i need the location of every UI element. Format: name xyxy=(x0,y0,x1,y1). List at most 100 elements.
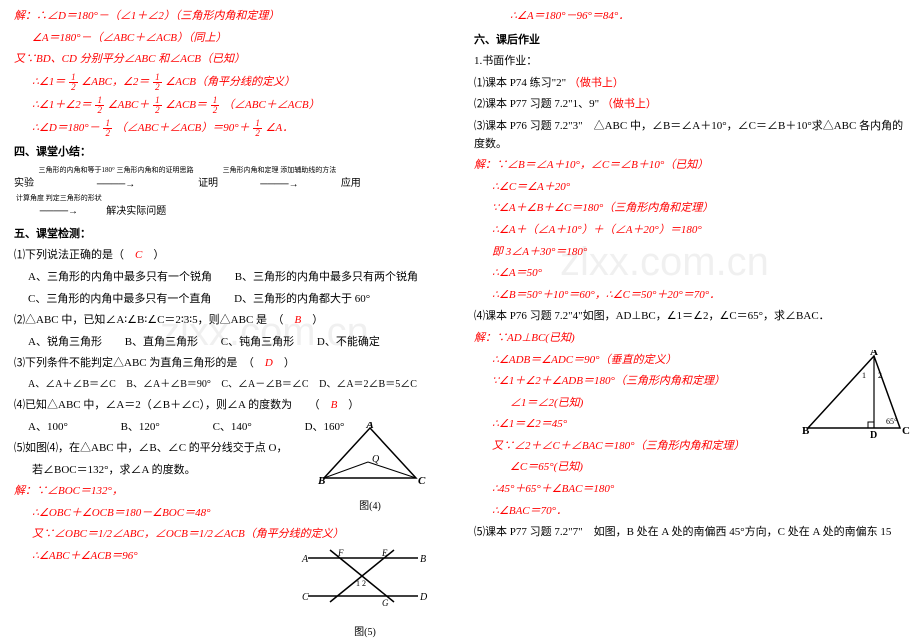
fraction-half: 12 xyxy=(153,96,162,115)
figure-4-label: 图(4) xyxy=(310,499,430,515)
text: ∠ABC，∠2＝ xyxy=(81,76,149,88)
opt: A、三角形的内角中最多只有一个锐角 xyxy=(28,269,212,287)
figure-hw4: A B C D 1 2 65° xyxy=(800,350,910,447)
svg-text:B: B xyxy=(317,475,325,487)
s4: 解：∵AD⊥BC(已知) xyxy=(474,330,906,348)
q3: ⑶下列条件不能判定△ABC 为直角三角形的是 （ D ） xyxy=(14,355,446,373)
hw1-2: ⑵课本 P77 习题 7.2"1、9" （做书上） xyxy=(474,96,906,114)
opt: C、三角形的内角中最多只有一个直角 xyxy=(28,291,211,309)
text: ∴∠1＋∠2＝ xyxy=(32,99,92,111)
q1-options: A、三角形的内角中最多只有一个锐角 B、三角形的内角中最多只有两个锐角 xyxy=(14,269,446,287)
opt: A、∠A＋∠B＝∠C xyxy=(28,377,116,393)
opt: A、100° xyxy=(28,419,68,437)
text: （∠ABC＋∠ACB）＝90°＋ xyxy=(116,122,250,134)
opt: B、∠A＋∠B＝90° xyxy=(126,377,211,393)
s3: ∵∠A＋∠B＋∠C＝180°（三角形内角和定理） xyxy=(474,200,906,218)
text: ∴∠1＝ xyxy=(32,76,65,88)
opt: C、钝角三角形 xyxy=(221,334,294,352)
opt: C、∠A－∠B＝∠C xyxy=(221,377,308,393)
flow-node: 应用 xyxy=(341,179,361,190)
text: ∴∠D＝180°－ xyxy=(32,122,100,134)
svg-text:D: D xyxy=(870,430,877,440)
opt: B、直角三角形 xyxy=(125,334,198,352)
svg-text:F: F xyxy=(337,548,344,558)
flow-arrow: 三角形内角和定理 添加辅助线的方法────→ xyxy=(221,165,339,192)
svg-text:1: 1 xyxy=(862,371,866,380)
text: ⑴课本 P74 练习"2" xyxy=(474,77,566,89)
svg-text:D: D xyxy=(419,592,428,603)
flow-node: 实验 xyxy=(14,179,34,190)
right-column: ∴∠A＝180°－96°＝84°． 六、课后作业 1.书面作业： ⑴课本 P74… xyxy=(460,0,920,637)
svg-text:A: A xyxy=(365,422,373,431)
flow-diagram: 实验 三角形的内角和等于180° 三角形内角和的证明思路────→ 证明 三角形… xyxy=(14,165,446,219)
fraction-half: 12 xyxy=(69,73,78,92)
flow-arrow: 三角形的内角和等于180° 三角形内角和的证明思路────→ xyxy=(37,165,196,192)
solution-line: ∴∠1＝ 12 ∠ABC，∠2＝ 12 ∠ACB（角平分线的定义） xyxy=(14,73,446,92)
svg-text:C: C xyxy=(902,425,910,437)
hw1-1: ⑴课本 P74 练习"2" （做书上） xyxy=(474,75,906,93)
fraction-half: 12 xyxy=(95,96,104,115)
svg-text:1 2: 1 2 xyxy=(356,579,366,588)
text: ∠ACB（角平分线的定义） xyxy=(165,76,295,88)
s3: ∴∠B＝50°＋10°＝60°，∴∠C＝50°＋20°＝70°． xyxy=(474,287,906,305)
figure-4: A B C Q 图(4) xyxy=(310,422,430,515)
hw1-5: ⑸课本 P77 习题 7.2"7" 如图，B 处在 A 处的南偏西 45°方向，… xyxy=(474,524,906,542)
text: （做书上） xyxy=(569,77,624,89)
hw1: 1.书面作业： xyxy=(474,53,906,71)
s3: ∴∠A＋（∠A＋10°）＋（∠A＋20°）＝180° xyxy=(474,222,906,240)
q1-options: C、三角形的内角中最多只有一个直角 D、三角形的内角都大于 60° xyxy=(14,291,446,309)
svg-text:B: B xyxy=(802,425,810,437)
r0: ∴∠A＝180°－96°＝84°． xyxy=(474,8,906,26)
s4: ∠C＝65°(已知) xyxy=(474,459,906,477)
s3: ∴∠A＝50° xyxy=(474,265,906,283)
svg-text:G: G xyxy=(382,598,389,608)
s4: ∴∠BAC＝70°． xyxy=(474,503,906,521)
s3: ∴∠C＝∠A＋20° xyxy=(474,179,906,197)
opt: D、不能确定 xyxy=(317,334,380,352)
flow-node: 解决实际问题 xyxy=(106,206,166,217)
text: ∠ACB＝ xyxy=(165,99,207,111)
svg-text:A: A xyxy=(301,554,309,565)
section-5-title: 五、课堂检测： xyxy=(14,226,446,244)
fraction-half: 12 xyxy=(153,73,162,92)
triangle-aqbc-svg: A B C Q xyxy=(310,422,430,492)
opt: C、140° xyxy=(213,419,252,437)
text: （做书上） xyxy=(602,98,657,110)
text: ∠A． xyxy=(266,122,294,134)
parallel-lines-svg: A B C D E F G 1 2 xyxy=(290,540,440,618)
triangle-adbc-svg: A B C D 1 2 65° xyxy=(800,350,910,440)
q3-options: A、∠A＋∠B＝∠C B、∠A＋∠B＝90° C、∠A－∠B＝∠C D、∠A＝2… xyxy=(14,377,446,393)
svg-text:65°: 65° xyxy=(886,417,897,426)
text: ⑵课本 P77 习题 7.2"1、9" xyxy=(474,98,599,110)
svg-text:2: 2 xyxy=(878,371,882,380)
solution-line: ∴∠D＝180°－ 12 （∠ABC＋∠ACB）＝90°＋ 12 ∠A． xyxy=(14,119,446,138)
fraction-half: 12 xyxy=(103,119,112,138)
svg-text:C: C xyxy=(302,592,309,603)
flow-node: 证明 xyxy=(198,179,218,190)
page-root: zlxx.com.cn zlxx.com.cn 解：∴∠D＝180°－（∠1＋∠… xyxy=(0,0,920,637)
hw1-4: ⑷课本 P76 习题 7.2"4"如图，AD⊥BC，∠1＝∠2，∠C＝65°，求… xyxy=(474,308,906,326)
section-4-title: 四、课堂小结： xyxy=(14,144,446,162)
opt: A、锐角三角形 xyxy=(28,334,102,352)
fraction-half: 12 xyxy=(253,119,262,138)
svg-text:Q: Q xyxy=(372,454,380,465)
text: （∠ABC＋∠ACB） xyxy=(223,99,320,111)
opt: D、∠A＝2∠B＝5∠C xyxy=(319,377,417,393)
s3: 解：∵∠B＝∠A＋10°，∠C＝∠B＋10°（已知） xyxy=(474,157,906,175)
opt: B、120° xyxy=(121,419,160,437)
solution-line: ∠A＝180°－（∠ABC＋∠ACB）（同上） xyxy=(14,30,446,48)
svg-text:B: B xyxy=(420,554,426,565)
opt: D、三角形的内角都大于 60° xyxy=(234,291,370,309)
fraction-half: 12 xyxy=(211,96,220,115)
svg-text:C: C xyxy=(418,475,426,487)
q2: ⑵△ABC 中，已知∠A∶∠B∶∠C＝2∶3∶5，则△ABC 是 （ B ） xyxy=(14,312,446,330)
opt: B、三角形的内角中最多只有两个锐角 xyxy=(235,269,418,287)
s4: ∴45°＋65°＋∠BAC＝180° xyxy=(474,481,906,499)
solution-line: 解：∴∠D＝180°－（∠1＋∠2）（三角形内角和定理） xyxy=(14,8,446,26)
flow-arrow: 计算角度 判定三角形的形状────→ xyxy=(14,193,104,220)
figure-5: A B C D E F G 1 2 图(5) xyxy=(290,540,440,641)
s3: 即 3∠A＋30°＝180° xyxy=(474,244,906,262)
svg-text:A: A xyxy=(870,350,878,358)
section-6-title: 六、课后作业 xyxy=(474,32,906,50)
figure-5-label: 图(5) xyxy=(290,625,440,641)
